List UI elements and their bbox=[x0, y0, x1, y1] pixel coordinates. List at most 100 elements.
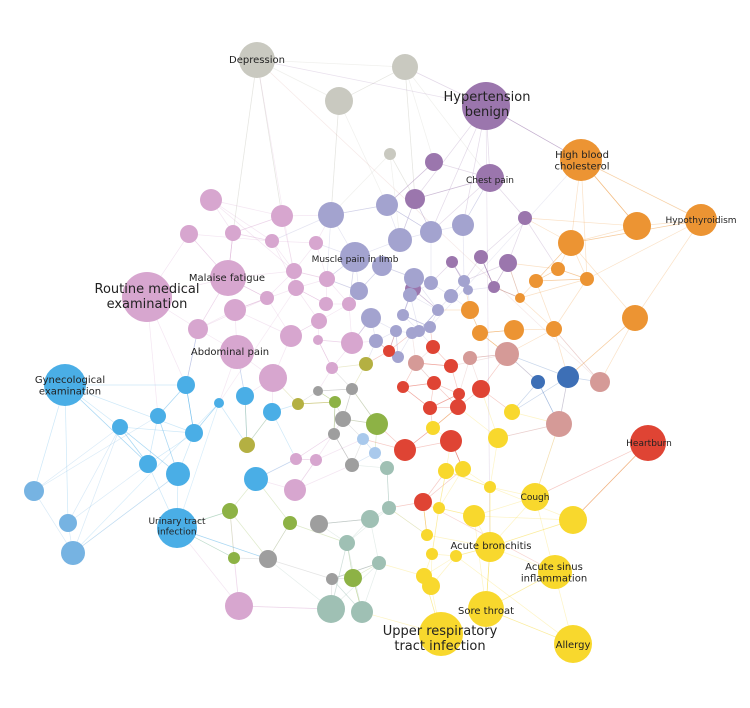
node-lavender-31 bbox=[388, 228, 412, 252]
node-pink-64 bbox=[342, 297, 356, 311]
edge-272 bbox=[238, 605, 332, 610]
node-green-137 bbox=[222, 503, 238, 519]
node-yellow-118 bbox=[521, 483, 549, 511]
node-pink-51 bbox=[271, 205, 293, 227]
edge-77 bbox=[535, 278, 588, 282]
edge-70 bbox=[524, 217, 638, 227]
edge-494 bbox=[267, 558, 333, 580]
node-green-140 bbox=[344, 569, 362, 587]
node-lavender-38 bbox=[444, 289, 458, 303]
network-edges bbox=[33, 59, 702, 645]
edge-321 bbox=[72, 473, 179, 554]
node-red-107 bbox=[423, 401, 437, 415]
node-green-139 bbox=[228, 552, 240, 564]
node-purple-11 bbox=[446, 256, 458, 268]
edge-315 bbox=[33, 490, 74, 554]
edge-4 bbox=[232, 59, 258, 234]
edge-390 bbox=[534, 442, 649, 498]
node-blue-81 bbox=[263, 403, 281, 421]
node-lightblue-89 bbox=[24, 481, 44, 501]
node-lavender-46 bbox=[392, 351, 404, 363]
edge-2 bbox=[256, 59, 406, 68]
node-lavender-49 bbox=[463, 285, 473, 295]
node-lavender-30 bbox=[420, 221, 442, 243]
node-yellow-131 bbox=[554, 625, 592, 663]
node-darkgray-141 bbox=[346, 383, 358, 395]
node-pink-70 bbox=[220, 335, 254, 369]
node-yellow-113 bbox=[426, 421, 440, 435]
node-sage-155 bbox=[372, 556, 386, 570]
edge-305 bbox=[147, 432, 195, 465]
edge-99 bbox=[535, 280, 555, 330]
node-blue-78 bbox=[177, 376, 195, 394]
node-darkblue-93 bbox=[531, 375, 545, 389]
node-yellow-119 bbox=[559, 506, 587, 534]
node-green-136 bbox=[366, 413, 388, 435]
node-purple-6 bbox=[476, 164, 504, 192]
label-allergy: Allergy bbox=[556, 640, 591, 651]
node-lavender-40 bbox=[397, 309, 409, 321]
node-rose-97 bbox=[590, 372, 610, 392]
edge-266 bbox=[295, 433, 335, 460]
node-red-99 bbox=[426, 340, 440, 354]
edge-271 bbox=[238, 605, 332, 610]
edge-466 bbox=[229, 510, 269, 560]
edge-14 bbox=[330, 100, 340, 216]
node-purple-12 bbox=[488, 281, 500, 293]
edge-299 bbox=[119, 426, 195, 434]
node-yellow-129 bbox=[468, 591, 504, 627]
node-orange-22 bbox=[622, 305, 648, 331]
node-red-104 bbox=[472, 380, 490, 398]
node-orange-14 bbox=[560, 139, 602, 181]
node-red-101 bbox=[444, 359, 458, 373]
node-purple-8 bbox=[518, 211, 532, 225]
node-paleblue-150 bbox=[369, 447, 381, 459]
node-purple-9 bbox=[474, 250, 488, 264]
edge-420 bbox=[388, 507, 428, 536]
node-orange-18 bbox=[529, 274, 543, 288]
node-pink-56 bbox=[210, 260, 246, 296]
node-darkgray-143 bbox=[335, 411, 351, 427]
node-orange-24 bbox=[546, 321, 562, 337]
node-lightblue-90 bbox=[59, 514, 77, 532]
node-orange-15 bbox=[685, 204, 717, 236]
node-red-108 bbox=[440, 430, 462, 452]
label-routine-exam: Routine medical examination bbox=[95, 282, 200, 312]
node-pink-60 bbox=[122, 272, 172, 322]
node-orange-25 bbox=[461, 301, 479, 319]
edge-279 bbox=[64, 384, 195, 434]
node-pink-72 bbox=[326, 362, 338, 374]
edge-469 bbox=[289, 522, 348, 544]
edge-8 bbox=[404, 66, 416, 200]
node-darkgray-147 bbox=[259, 550, 277, 568]
node-pink-50 bbox=[200, 189, 222, 211]
node-red-111 bbox=[630, 425, 666, 461]
edge-17 bbox=[330, 153, 391, 216]
edge-288 bbox=[218, 402, 248, 446]
edge-265 bbox=[295, 433, 335, 460]
node-red-110 bbox=[414, 493, 432, 511]
label-high-cholesterol: High blood cholesterol bbox=[555, 150, 610, 173]
node-sage-153 bbox=[382, 501, 396, 515]
node-rose-95 bbox=[463, 351, 477, 365]
edge-183 bbox=[210, 199, 273, 242]
node-blue-88 bbox=[157, 508, 197, 548]
node-yellow-117 bbox=[484, 481, 496, 493]
edge-308 bbox=[119, 426, 179, 475]
network-nodes bbox=[24, 42, 717, 663]
node-yellow-123 bbox=[475, 532, 505, 562]
node-red-102 bbox=[427, 376, 441, 390]
label-malaise: Malaise fatigue bbox=[189, 273, 265, 284]
edge-528 bbox=[218, 287, 297, 404]
edge-446 bbox=[455, 555, 574, 645]
label-chest-pain: Chest pain bbox=[466, 176, 514, 186]
node-olive-134 bbox=[239, 437, 255, 453]
edge-323 bbox=[72, 473, 179, 554]
node-pink-74 bbox=[290, 453, 302, 465]
node-orange-19 bbox=[551, 262, 565, 276]
edge-7 bbox=[404, 66, 435, 163]
node-pink-57 bbox=[286, 263, 302, 279]
node-lavender-32 bbox=[340, 242, 370, 272]
edge-411 bbox=[473, 515, 574, 521]
